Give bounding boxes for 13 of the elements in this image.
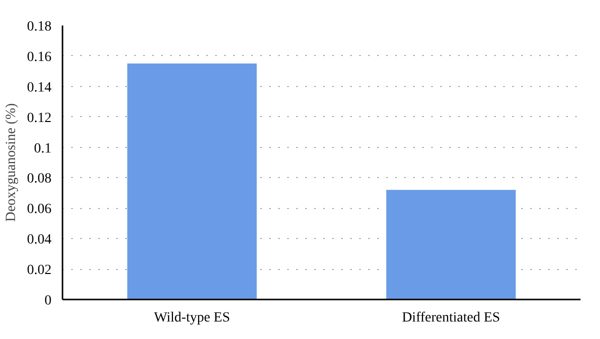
- y-tick-label: 0.04: [27, 232, 52, 248]
- y-tick-label: 0: [44, 294, 52, 308]
- y-tick-label: 0.14: [27, 80, 52, 96]
- x-tick-label: Wild-type ES: [154, 310, 230, 326]
- y-axis-title: Deoxyguanosine (%): [4, 102, 19, 222]
- y-tick-label: 0.1: [34, 141, 52, 156]
- y-tick-label: 0.18: [27, 20, 52, 34]
- y-tick-label: 0.08: [27, 172, 52, 187]
- y-tick-label: 0.12: [27, 110, 52, 126]
- x-tick-label: Differentiated ES: [402, 310, 500, 326]
- y-tick-label: 0.06: [27, 202, 52, 218]
- y-tick-label: 0.02: [27, 263, 52, 278]
- y-tick-label: 0.16: [27, 50, 52, 65]
